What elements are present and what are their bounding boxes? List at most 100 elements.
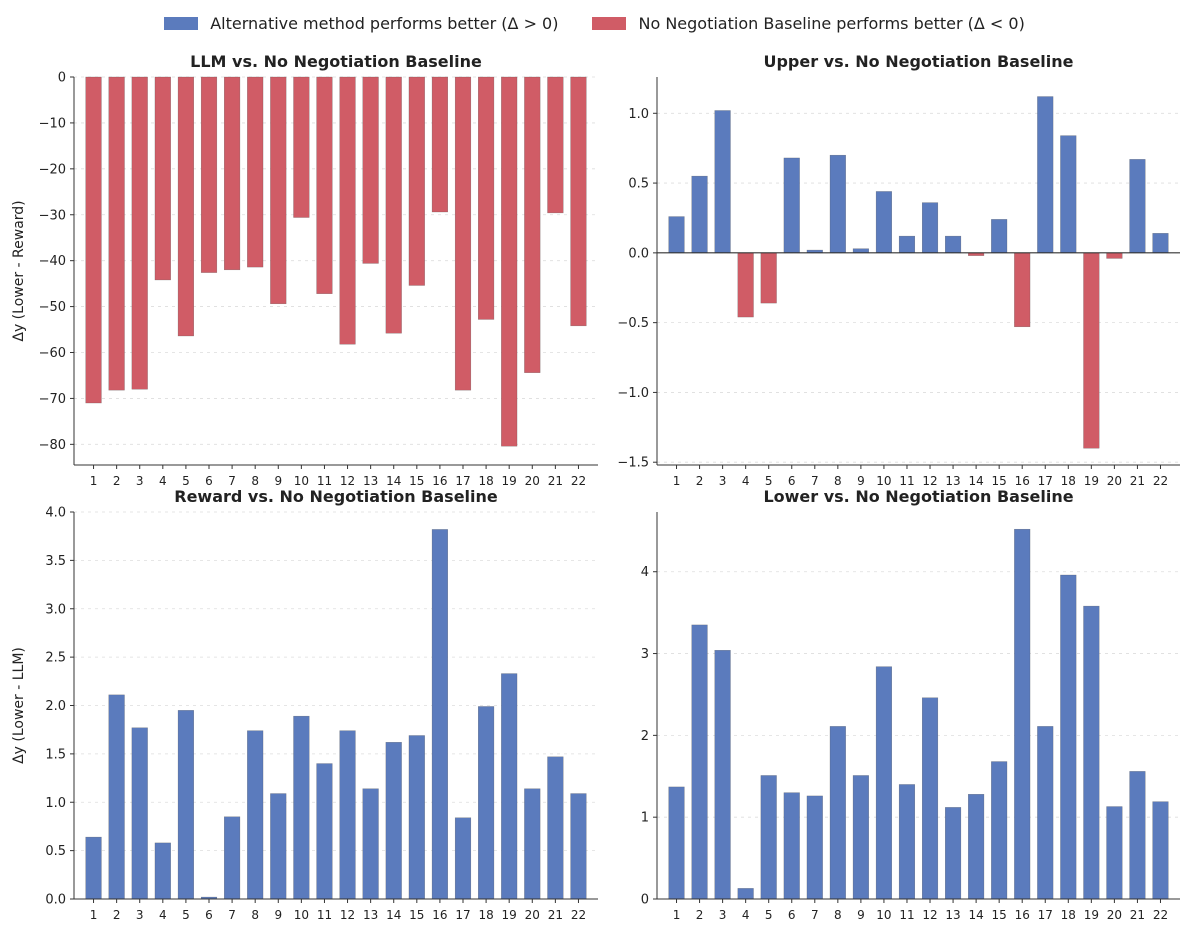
bar-19 — [1083, 252, 1100, 449]
bar-4 — [737, 252, 754, 318]
bar-14 — [385, 76, 402, 334]
x-tick-label: 7 — [811, 908, 819, 922]
legend-item-positive: Alternative method performs better (Δ > … — [164, 14, 558, 33]
legend-item-negative: No Negotiation Baseline performs better … — [592, 14, 1025, 33]
chart-title: Lower vs. No Negotiation Baseline — [763, 487, 1073, 506]
bar-18 — [478, 76, 495, 320]
x-tick-label: 17 — [455, 908, 470, 922]
bar-15 — [991, 761, 1008, 900]
bar-14 — [968, 794, 985, 900]
bar-18 — [1060, 135, 1077, 254]
x-tick-label: 22 — [571, 474, 586, 488]
x-tick-label: 3 — [719, 474, 727, 488]
y-tick-label: 1.0 — [628, 107, 649, 122]
bar-13 — [362, 76, 379, 264]
x-tick-label: 1 — [90, 908, 98, 922]
x-tick-label: 12 — [922, 908, 937, 922]
x-tick-label: 18 — [478, 908, 493, 922]
bar-15 — [408, 735, 425, 900]
x-tick-label: 19 — [502, 474, 517, 488]
y-tick-label: 0 — [58, 71, 66, 86]
y-tick-label: 3.5 — [45, 554, 66, 569]
x-tick-label: 18 — [478, 474, 493, 488]
legend-swatch-negative — [592, 17, 627, 30]
bar-17 — [1037, 726, 1054, 900]
x-tick-label: 8 — [834, 474, 842, 488]
x-tick-label: 22 — [571, 908, 586, 922]
x-tick-label: 22 — [1153, 474, 1168, 488]
x-tick-label: 6 — [205, 908, 213, 922]
y-tick-label: 0.5 — [628, 177, 649, 192]
bar-8 — [829, 726, 846, 900]
x-tick-label: 13 — [363, 908, 378, 922]
x-tick-label: 12 — [340, 908, 355, 922]
x-tick-label: 9 — [857, 908, 865, 922]
bar-5 — [760, 252, 777, 304]
bar-9 — [270, 76, 287, 305]
x-tick-label: 16 — [432, 474, 447, 488]
y-tick-label: 2.0 — [45, 699, 66, 714]
y-tick-label: −50 — [39, 300, 66, 315]
bar-19 — [501, 673, 518, 900]
bar-12 — [339, 730, 356, 900]
x-tick-label: 5 — [765, 474, 773, 488]
x-tick-label: 16 — [1015, 908, 1030, 922]
x-tick-label: 4 — [159, 474, 167, 488]
y-tick-label: −20 — [39, 162, 66, 177]
bar-2 — [108, 694, 125, 900]
y-tick-label: −60 — [39, 346, 66, 361]
y-axis-label: Δy (Lower - Reward) — [11, 200, 27, 341]
y-tick-label: 0.0 — [45, 893, 66, 908]
legend: Alternative method performs better (Δ > … — [0, 14, 1189, 33]
y-tick-label: 1.0 — [45, 796, 66, 811]
x-tick-label: 13 — [363, 474, 378, 488]
x-tick-label: 19 — [1084, 474, 1099, 488]
legend-label-positive: Alternative method performs better (Δ > … — [210, 14, 559, 33]
bar-4 — [154, 76, 171, 281]
y-tick-label: −30 — [39, 208, 66, 223]
chart-title: Reward vs. No Negotiation Baseline — [174, 487, 498, 506]
x-tick-label: 12 — [340, 474, 355, 488]
bar-17 — [454, 817, 472, 900]
bar-12 — [921, 202, 939, 254]
x-tick-label: 10 — [294, 474, 309, 488]
bar-20 — [524, 76, 541, 373]
bar-4 — [154, 842, 171, 900]
legend-label-negative: No Negotiation Baseline performs better … — [638, 14, 1025, 33]
x-tick-label: 6 — [788, 908, 796, 922]
x-tick-label: 4 — [159, 908, 167, 922]
x-tick-label: 21 — [548, 908, 563, 922]
y-tick-label: −40 — [39, 254, 66, 269]
bar-1 — [85, 76, 102, 404]
bar-15 — [991, 219, 1008, 254]
bar-5 — [760, 775, 777, 900]
bar-16 — [1014, 252, 1031, 328]
bar-11 — [316, 763, 333, 900]
bar-16 — [431, 529, 448, 900]
bar-22 — [1152, 233, 1169, 254]
x-tick-label: 13 — [945, 474, 960, 488]
x-tick-label: 10 — [294, 908, 309, 922]
bar-6 — [783, 157, 800, 254]
x-tick-label: 20 — [525, 474, 540, 488]
y-tick-label: −1.5 — [617, 456, 649, 471]
bar-8 — [247, 76, 264, 268]
x-tick-label: 7 — [228, 908, 236, 922]
bar-22 — [1152, 801, 1169, 900]
x-tick-label: 15 — [409, 908, 424, 922]
x-tick-label: 10 — [876, 474, 891, 488]
bar-13 — [945, 235, 962, 254]
y-tick-label: −80 — [39, 438, 66, 453]
bar-12 — [339, 76, 356, 345]
bar-20 — [1106, 806, 1123, 900]
y-tick-label: 4 — [641, 565, 649, 580]
x-tick-label: 8 — [834, 908, 842, 922]
x-tick-label: 3 — [719, 908, 727, 922]
bar-18 — [478, 706, 495, 900]
bar-9 — [852, 775, 869, 900]
bar-22 — [570, 76, 587, 327]
x-tick-label: 6 — [788, 474, 796, 488]
bar-9 — [852, 248, 869, 254]
y-tick-label: 0.0 — [628, 246, 649, 261]
x-tick-label: 21 — [548, 474, 563, 488]
